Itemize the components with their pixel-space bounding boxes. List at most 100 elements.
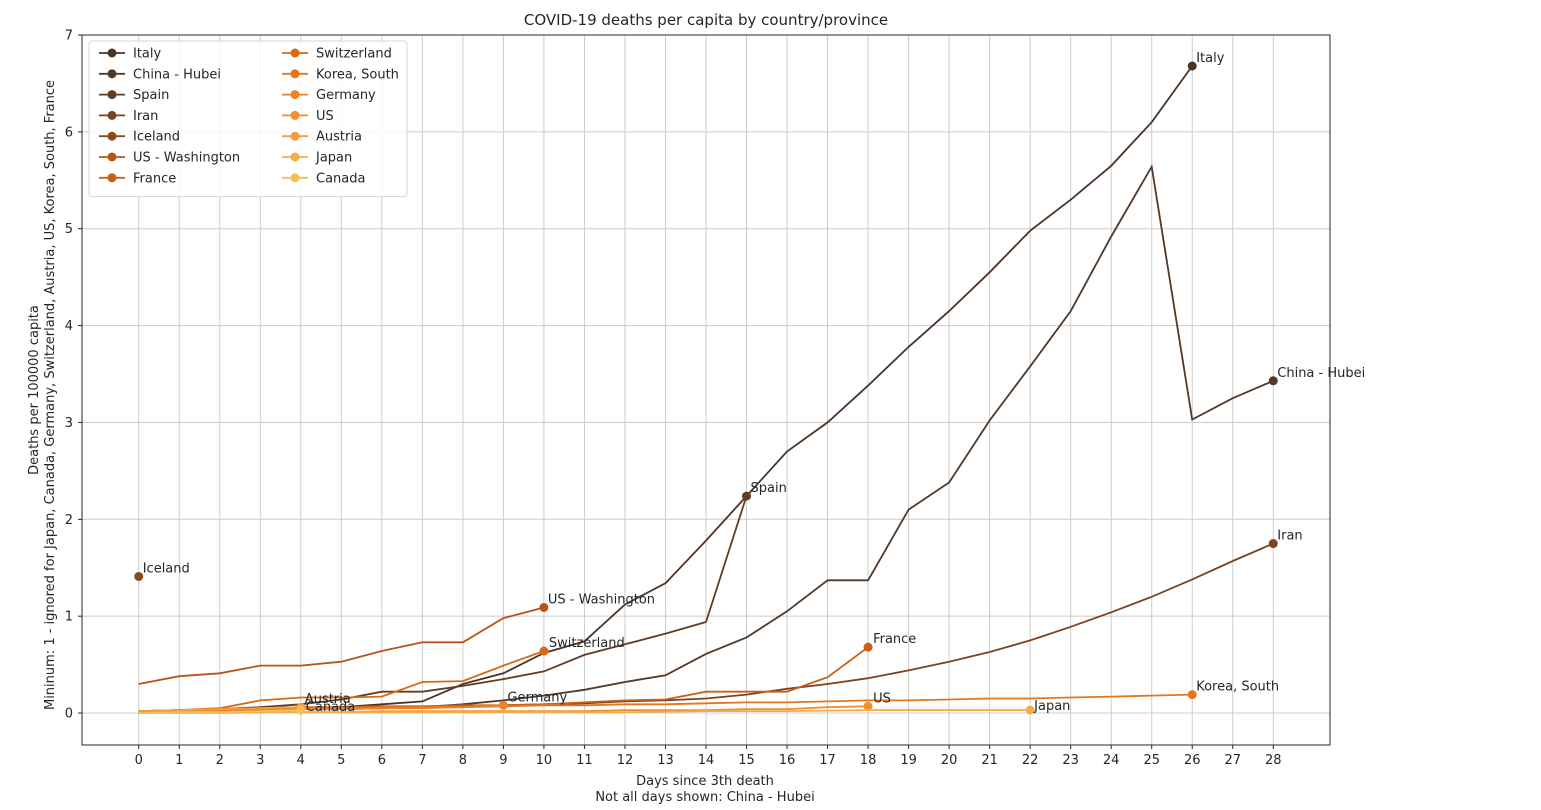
legend-entry-7: Switzerland: [316, 47, 392, 62]
x-tick-label: 26: [1184, 753, 1201, 768]
x-tick-label: 27: [1224, 753, 1241, 768]
y-tick-label: 7: [65, 29, 73, 44]
x-tick-label: 5: [337, 753, 345, 768]
x-tick-label: 10: [536, 753, 553, 768]
y-tick-label: 4: [65, 319, 73, 334]
legend-swatch-marker-5: [107, 152, 117, 162]
series-endpoint-marker-6: [863, 642, 873, 652]
series-line-5: [138, 606, 545, 685]
legend-swatch-marker-7: [290, 48, 300, 58]
endpoint-label-12: Japan: [1033, 699, 1070, 714]
x-tick-label: 18: [860, 753, 877, 768]
legend-box: [88, 40, 408, 198]
x-tick-label: 3: [256, 753, 264, 768]
x-tick-label: 1: [175, 753, 183, 768]
legend-swatch-marker-13: [290, 173, 300, 183]
x-tick-label: 22: [1022, 753, 1039, 768]
series-endpoint-marker-4: [134, 571, 144, 581]
series-line-12: [138, 709, 1031, 714]
series-endpoint-marker-7: [539, 646, 549, 656]
endpoint-label-5: US - Washington: [548, 592, 655, 607]
series-line-11: [138, 706, 301, 712]
legend-swatch-marker-10: [290, 110, 300, 120]
endpoint-label-11: Austria: [305, 692, 351, 707]
legend-swatch-marker-2: [107, 90, 117, 100]
endpoint-label-0: Italy: [1196, 51, 1225, 66]
legend-entry-10: US: [316, 109, 334, 124]
series-line-9: [138, 704, 504, 713]
series-lines: [134, 61, 1278, 715]
legend-entry-2: Spain: [133, 88, 169, 103]
legend-swatch-marker-1: [107, 69, 117, 79]
endpoint-label-1: China - Hubei: [1277, 366, 1365, 381]
legend-entry-3: Iran: [133, 109, 158, 124]
x-tick-label: 17: [819, 753, 836, 768]
endpoint-label-3: Iran: [1277, 529, 1302, 544]
x-tick-label: 21: [981, 753, 998, 768]
y-tick-label: 0: [65, 707, 73, 722]
y-tick-label: 2: [65, 513, 73, 528]
x-tick-label: 6: [378, 753, 386, 768]
x-tick-label: 24: [1103, 753, 1120, 768]
series-endpoint-marker-10: [863, 701, 873, 711]
x-tick-label: 20: [941, 753, 958, 768]
legend-entry-8: Korea, South: [316, 67, 399, 82]
x-axis-note: Not all days shown: China - Hubei: [595, 790, 814, 805]
legend-entry-4: Iceland: [133, 130, 180, 145]
endpoint-label-10: US: [873, 691, 891, 706]
endpoint-label-4: Iceland: [143, 561, 190, 576]
legend-swatch-marker-0: [107, 48, 117, 58]
x-tick-label: 2: [216, 753, 224, 768]
x-tick-label: 12: [617, 753, 634, 768]
x-tick-label: 19: [900, 753, 917, 768]
legend-swatch-marker-9: [290, 90, 300, 100]
series-endpoint-marker-12: [1025, 705, 1035, 715]
endpoint-label-6: France: [873, 632, 916, 647]
legend-entry-0: Italy: [133, 47, 162, 62]
x-tick-label: 9: [499, 753, 507, 768]
y-axis-label: Deaths per 100000 capita: [27, 305, 42, 475]
y-axis-note: Mininum: 1 - ignored for Japan, Canada, …: [43, 80, 58, 710]
y-tick-label: 5: [65, 222, 73, 237]
y-axis-ticks: 0 1 2 3 4 5 6 7: [65, 29, 82, 722]
y-tick-label: 6: [65, 125, 73, 140]
legend-swatch-marker-6: [107, 173, 117, 183]
series-endpoint-marker-13: [296, 705, 306, 715]
legend-swatch-marker-3: [107, 110, 117, 120]
x-tick-label: 16: [779, 753, 796, 768]
x-tick-label: 11: [576, 753, 593, 768]
series-line-8: [138, 693, 1193, 712]
legend-swatch-marker-11: [290, 131, 300, 141]
legend-swatch-marker-4: [107, 131, 117, 141]
x-tick-label: 14: [698, 753, 715, 768]
chart-title: COVID-19 deaths per capita by country/pr…: [524, 11, 888, 29]
legend-entry-6: France: [133, 171, 176, 186]
endpoint-label-2: Spain: [751, 481, 787, 496]
x-tick-label: 15: [738, 753, 755, 768]
legend-entry-13: Canada: [316, 171, 365, 186]
legend-entry-5: US - Washington: [133, 151, 240, 166]
legend-entry-11: Austria: [316, 130, 362, 145]
series-endpoint-marker-5: [539, 602, 549, 612]
series-endpoint-marker-0: [1187, 61, 1197, 71]
x-tick-label: 7: [418, 753, 426, 768]
x-tick-label: 23: [1062, 753, 1079, 768]
x-tick-label: 25: [1143, 753, 1160, 768]
series-endpoint-marker-1: [1268, 376, 1278, 386]
endpoint-label-7: Switzerland: [549, 636, 625, 651]
x-tick-label: 28: [1265, 753, 1282, 768]
series-endpoint-marker-9: [498, 700, 508, 710]
y-tick-label: 1: [65, 610, 73, 625]
endpoint-labels: Italy China - Hubei Spain Iran Iceland US - W…: [143, 51, 1366, 715]
x-tick-label: 8: [459, 753, 467, 768]
legend-swatch-marker-8: [290, 69, 300, 79]
y-tick-label: 3: [65, 416, 73, 431]
x-tick-label: 0: [135, 753, 143, 768]
endpoint-label-13: Canada: [306, 700, 355, 715]
x-tick-label: 13: [657, 753, 674, 768]
legend: Italy China - Hubei Spain Iran Iceland US - W…: [88, 40, 408, 198]
series-endpoint-marker-8: [1187, 690, 1197, 700]
endpoint-label-9: Germany: [507, 690, 567, 705]
series-endpoint-marker-2: [742, 491, 752, 501]
